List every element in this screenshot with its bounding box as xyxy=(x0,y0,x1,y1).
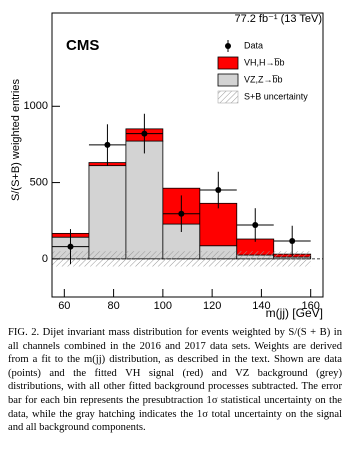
bar-segment xyxy=(88,165,127,260)
x-tick-label: 140 xyxy=(252,300,270,312)
uncertainty-band xyxy=(236,251,274,267)
legend-label: S+B uncertainty xyxy=(244,91,308,101)
x-axis-label: m(jj) [GeV] xyxy=(266,306,323,320)
data-point xyxy=(141,130,148,137)
y-tick-label: 1000 xyxy=(24,100,48,112)
data-point xyxy=(215,187,222,194)
x-tick-label: 80 xyxy=(107,300,119,312)
bar-segment xyxy=(125,140,164,260)
cms-label: CMS xyxy=(66,37,99,54)
y-tick-label: 0 xyxy=(42,253,48,265)
legend-swatch xyxy=(217,73,239,87)
data-point xyxy=(289,238,296,245)
data-point xyxy=(178,210,185,217)
chart: 77.2 fb⁻¹ (13 TeV) CMS m(jj) [GeV] S/(S+… xyxy=(10,12,324,320)
y-tick-label: 500 xyxy=(30,176,48,188)
x-tick-label: 100 xyxy=(154,300,172,312)
caption: FIG. 2. Dijet invariant mass distributio… xyxy=(8,327,342,434)
uncertainty-band xyxy=(162,251,200,267)
plot-frame xyxy=(51,12,324,298)
y-axis-label: S/(S+B) weighted entries xyxy=(10,79,22,201)
x-tick-label: 60 xyxy=(58,300,70,312)
legend-label: VH,H→b̅b xyxy=(244,57,285,67)
legend-swatch xyxy=(217,56,239,70)
data-point xyxy=(104,141,111,148)
data-point xyxy=(67,243,74,250)
legend-label: Data xyxy=(244,40,263,50)
data-point xyxy=(252,221,259,228)
lumi: 77.2 fb⁻¹ (13 TeV) xyxy=(234,13,322,25)
legend-swatch xyxy=(217,90,239,104)
legend-label: VZ,Z→b̅b xyxy=(244,74,283,84)
x-tick-label: 160 xyxy=(302,300,320,312)
x-tick-label: 120 xyxy=(203,300,221,312)
bar-segment xyxy=(199,202,238,247)
